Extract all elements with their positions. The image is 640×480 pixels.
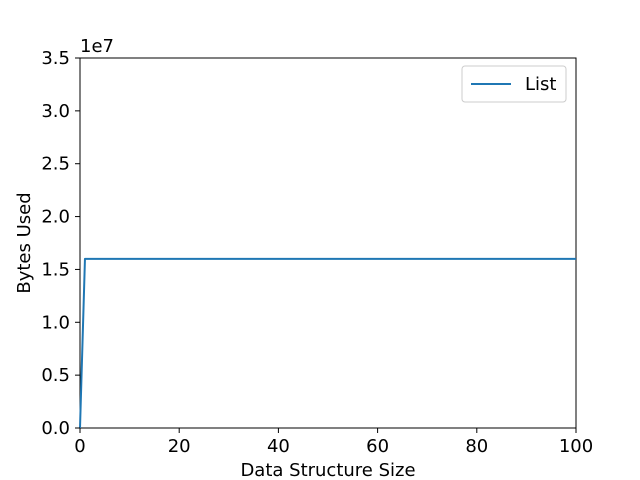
series-layer [79,257,576,429]
legend-label: List [525,74,556,95]
y-axis: 0.0 0.5 1.0 1.5 2.0 2.5 3.0 3.5 [41,48,80,439]
plot-area [79,57,577,429]
y-tick-label: 1.0 [41,312,70,333]
x-tick-label: 100 [559,436,593,457]
y-axis-title: Bytes Used [14,192,35,293]
x-tick-label: 40 [267,436,290,457]
y-tick-label: 1.5 [41,259,70,280]
x-tick-label: 20 [168,436,191,457]
x-axis: 0 20 40 60 80 100 [74,428,593,457]
y-tick-label: 0.5 [41,365,70,386]
plot-frame [79,57,577,429]
x-tick-label: 60 [366,436,389,457]
y-tick-label: 2.0 [41,207,70,228]
legend-box [461,65,567,103]
y-tick-label: 3.5 [41,48,70,69]
series-line [79,257,576,429]
x-tick-label: 0 [74,436,85,457]
y-tick-label: 2.5 [41,154,70,175]
y-tick-label: 3.0 [41,101,70,122]
y-axis-offset-label: 1e7 [80,36,114,57]
x-axis-title: Data Structure Size [240,460,415,480]
legend: List [461,65,567,103]
x-tick-label: 80 [465,436,488,457]
y-tick-label: 0.0 [41,418,70,439]
